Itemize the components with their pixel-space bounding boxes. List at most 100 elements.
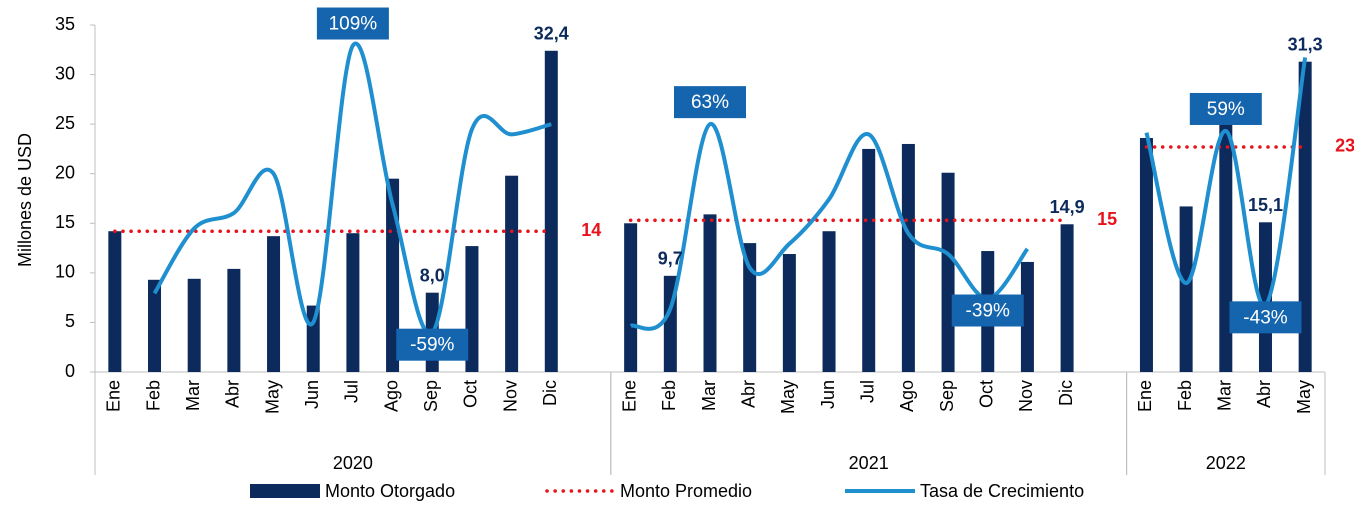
- bar: [624, 223, 638, 372]
- growth-label-box: [674, 86, 746, 119]
- bar-value-label: 8,0: [420, 265, 445, 285]
- bar: [108, 231, 122, 372]
- bar: [1219, 108, 1233, 372]
- growth-label-text: 63%: [691, 92, 729, 113]
- growth-label-text: -59%: [410, 335, 454, 356]
- growth-label: -39%: [951, 294, 1024, 327]
- bar: [1020, 261, 1034, 372]
- growth-label-text: -43%: [1243, 307, 1287, 328]
- bar: [901, 143, 915, 372]
- x-tick-label: Nov: [1016, 380, 1036, 412]
- growth-line: [152, 41, 1308, 336]
- y-tick-label: 25: [55, 113, 75, 133]
- growth-label: -59%: [396, 328, 469, 361]
- bar-value-label: 14,9: [1050, 197, 1085, 217]
- bar-value-label: 32,4: [534, 24, 569, 44]
- x-tick-label: Dic: [540, 380, 560, 406]
- bar: [822, 231, 836, 372]
- average-label: 23: [1335, 136, 1354, 156]
- growth-label-box: [951, 294, 1024, 327]
- growth-label-box: [1189, 92, 1262, 125]
- growth-label: 63%: [674, 86, 746, 119]
- bar: [187, 278, 201, 372]
- x-tick-label: Ene: [619, 380, 639, 412]
- y-tick-label: 5: [65, 311, 75, 331]
- x-tick-label: Feb: [1175, 380, 1195, 411]
- average-line: [113, 145, 1307, 233]
- bar: [386, 178, 400, 372]
- x-tick-label: Sep: [421, 380, 441, 412]
- bar: [227, 268, 241, 372]
- x-tick-label: May: [778, 380, 798, 414]
- x-tick-label: Mar: [699, 380, 719, 411]
- bar-value-label: 31,3: [1288, 34, 1323, 54]
- x-tick-label: Jul: [342, 380, 362, 403]
- bar: [148, 279, 162, 372]
- growth-label: -43%: [1229, 301, 1302, 334]
- growth-label-box: [1229, 301, 1302, 334]
- growth-label-text: -39%: [966, 301, 1010, 322]
- bar: [1258, 222, 1272, 372]
- bar: [544, 50, 558, 373]
- x-tick-label: Abr: [223, 380, 243, 408]
- bar: [782, 254, 796, 372]
- y-tick-label: 15: [55, 212, 75, 232]
- x-tick-label: Ene: [104, 380, 124, 412]
- x-tick-label: Mar: [1215, 380, 1235, 411]
- bar: [1060, 224, 1074, 372]
- bar: [1179, 206, 1193, 372]
- y-tick-label: 0: [65, 361, 75, 381]
- x-tick-label: Dic: [1056, 380, 1076, 406]
- growth-label: 59%: [1189, 92, 1262, 125]
- x-tick-label: Ago: [381, 380, 401, 412]
- x-tick-label: Jun: [818, 380, 838, 409]
- x-tick-label: Abr: [1254, 380, 1274, 408]
- bar: [465, 246, 479, 372]
- x-tick-label: Mar: [183, 380, 203, 411]
- bar: [505, 175, 519, 372]
- x-tick-label: Abr: [738, 380, 758, 408]
- legend-swatch: [250, 484, 320, 498]
- x-tick-label: Oct: [976, 380, 996, 408]
- growth-label-box: [316, 7, 389, 40]
- x-tick-label: Jun: [302, 380, 322, 409]
- y-tick-label: 35: [55, 14, 75, 34]
- bar: [267, 236, 281, 372]
- x-tick-label: Ene: [1135, 380, 1155, 412]
- growth-label-text: 59%: [1207, 99, 1245, 120]
- y-tick-label: 10: [55, 262, 75, 282]
- growth-label-box: [396, 328, 469, 361]
- bar-value-label: 9,7: [658, 249, 683, 269]
- bar: [1139, 138, 1153, 372]
- y-axis-label: Millones de USD: [15, 133, 35, 267]
- x-tick-label: Nov: [500, 380, 520, 412]
- bar: [862, 148, 876, 372]
- x-tick-label: Feb: [143, 380, 163, 411]
- growth-label-text: 109%: [329, 14, 378, 35]
- y-tick-label: 30: [55, 63, 75, 83]
- bar: [1298, 61, 1312, 372]
- bar: [941, 172, 955, 372]
- x-tick-label: Ago: [897, 380, 917, 412]
- legend-label: Monto Otorgado: [325, 481, 455, 501]
- average-label: 14: [581, 220, 601, 240]
- group-label: 2022: [1206, 453, 1246, 473]
- legend-label: Monto Promedio: [620, 481, 752, 501]
- bar-value-label: 15,1: [1248, 195, 1283, 215]
- average-label: 15: [1097, 209, 1117, 229]
- legend-label: Tasa de Crecimiento: [920, 481, 1084, 501]
- bar: [743, 243, 757, 372]
- x-tick-label: Feb: [659, 380, 679, 411]
- bar: [346, 233, 360, 372]
- growth-label: 109%: [316, 7, 389, 40]
- x-tick-label: May: [1294, 380, 1314, 414]
- x-tick-label: May: [262, 380, 282, 414]
- x-tick-label: Oct: [461, 380, 481, 408]
- group-label: 2021: [849, 453, 889, 473]
- x-tick-label: Sep: [937, 380, 957, 412]
- x-tick-label: Jul: [857, 380, 877, 403]
- bar: [703, 214, 717, 372]
- y-tick-label: 20: [55, 162, 75, 182]
- group-label: 2020: [333, 453, 373, 473]
